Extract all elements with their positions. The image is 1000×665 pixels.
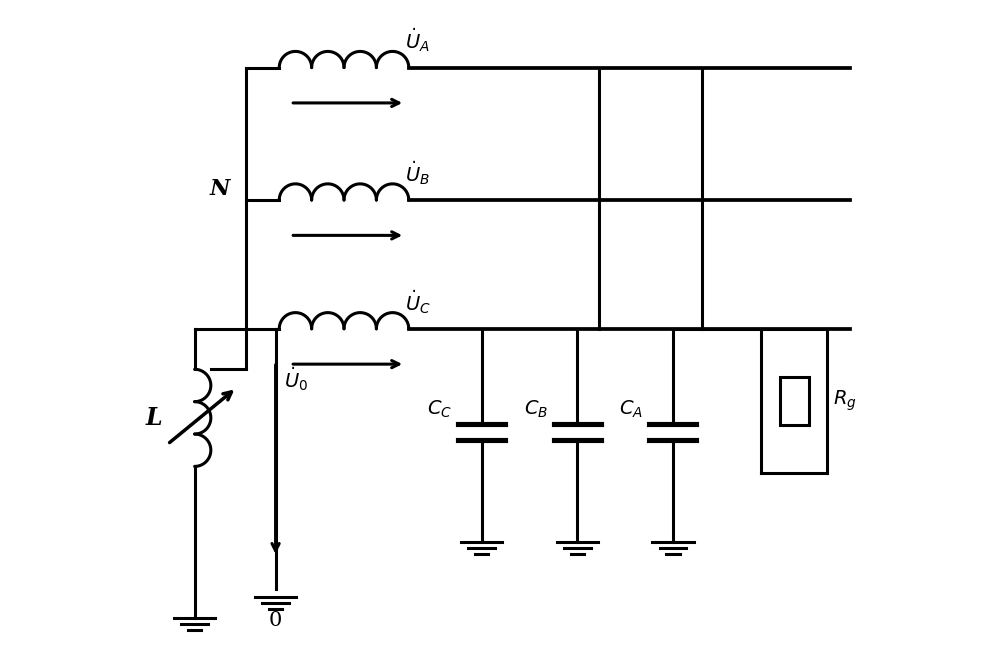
Text: $C_B$: $C_B$ [524, 398, 548, 420]
Text: $\dot{U}_B$: $\dot{U}_B$ [405, 159, 430, 187]
Text: $C_A$: $C_A$ [619, 398, 643, 420]
Bar [780, 377, 809, 425]
Text: $\dot{U}_0$: $\dot{U}_0$ [284, 366, 309, 394]
Text: $\dot{U}_A$: $\dot{U}_A$ [405, 27, 430, 55]
Text: 0: 0 [269, 611, 282, 630]
Text: $C_C$: $C_C$ [427, 398, 452, 420]
Text: N: N [210, 178, 230, 200]
Text: L: L [146, 406, 162, 430]
Text: $\dot{U}_C$: $\dot{U}_C$ [405, 288, 431, 316]
Text: $R_g$: $R_g$ [833, 388, 857, 413]
